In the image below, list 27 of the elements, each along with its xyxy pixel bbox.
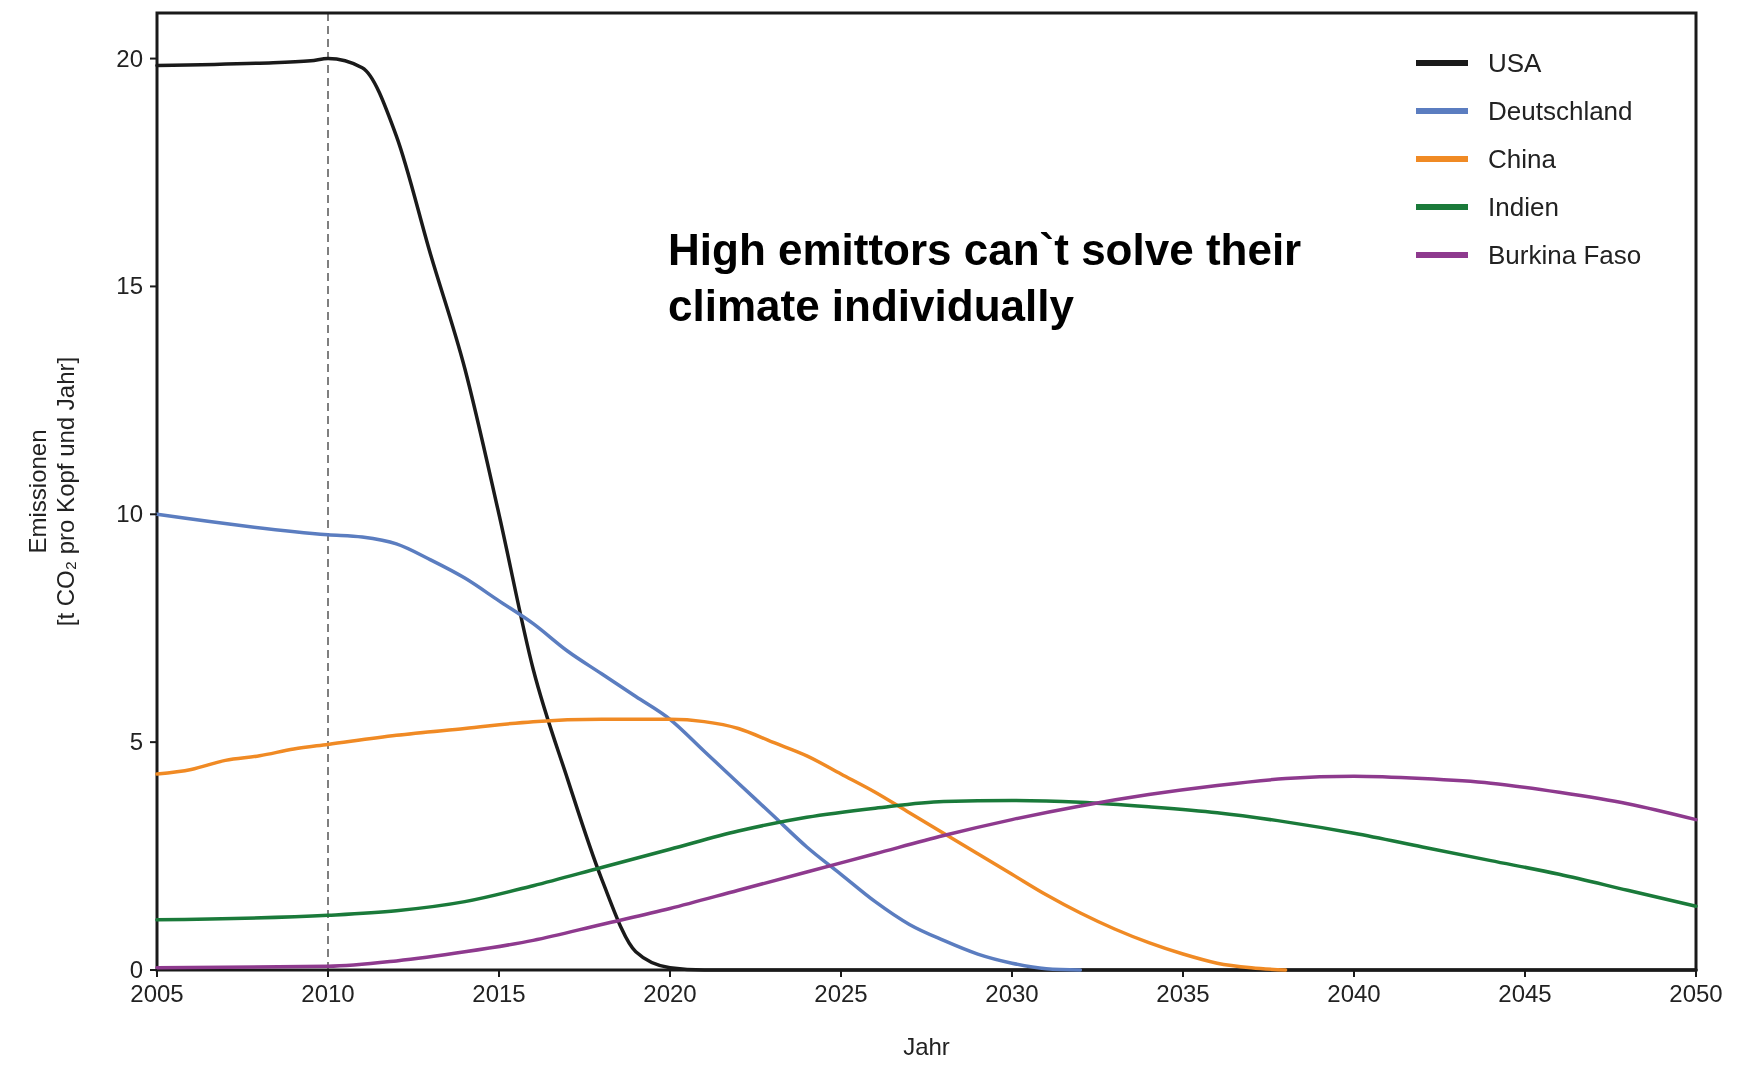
y-tick-label: 20 (116, 44, 143, 72)
x-tick-label: 2045 (1498, 980, 1552, 1007)
legend-label: Indien (1488, 192, 1559, 222)
x-tick-label: 2050 (1669, 980, 1723, 1007)
annotation: High emittors can`t solve their climate individually (668, 225, 1302, 330)
x-tick-label: 2025 (814, 980, 868, 1007)
x-axis-title: Jahr (903, 1033, 950, 1060)
x-tick-label: 2015 (472, 980, 526, 1007)
y-tick-label: 10 (116, 500, 143, 528)
x-tick-label: 2030 (985, 980, 1039, 1007)
y-axis-title: Emissionen [t CO₂ pro Kopf und Jahr] (24, 356, 79, 627)
legend-label: USA (1488, 48, 1543, 78)
x-tick-label: 2035 (1156, 980, 1210, 1007)
line-series (155, 798, 1698, 922)
legend-label: Burkina Faso (1488, 240, 1642, 270)
y-tick-label: 5 (129, 728, 143, 756)
y-tick-label: 0 (129, 956, 143, 983)
y-tick-label: 15 (116, 272, 143, 300)
line-series (155, 717, 1288, 972)
x-tick-label: 2005 (130, 980, 184, 1007)
legend-label: China (1488, 144, 1557, 174)
x-tick-label: 2010 (301, 980, 355, 1007)
x-tick-label: 2040 (1327, 980, 1381, 1007)
legend-label: Deutschland (1488, 96, 1633, 126)
line-series (155, 512, 1083, 972)
line-series (155, 774, 1698, 970)
x-tick-label: 2020 (643, 980, 697, 1007)
